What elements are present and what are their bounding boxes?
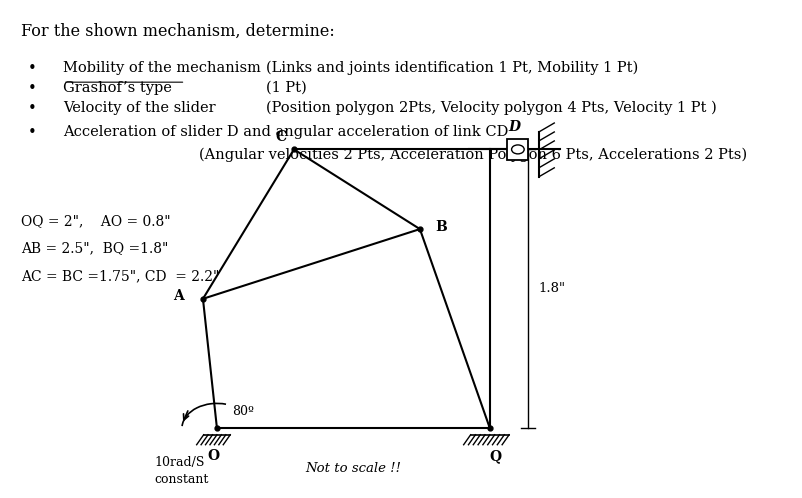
Text: 10rad/S: 10rad/S xyxy=(154,456,204,469)
Text: •: • xyxy=(28,61,37,76)
Text: •: • xyxy=(28,81,37,96)
Text: OQ = 2",    AO = 0.8": OQ = 2", AO = 0.8" xyxy=(21,214,170,228)
Text: •: • xyxy=(28,101,37,116)
Bar xyxy=(507,139,528,160)
Text: Grashof’s type: Grashof’s type xyxy=(63,81,172,95)
Text: •: • xyxy=(28,125,37,140)
Circle shape xyxy=(511,145,524,154)
Text: D: D xyxy=(508,120,520,134)
Text: (1 Pt): (1 Pt) xyxy=(265,81,306,95)
Text: (Angular velocities 2 Pts, Acceleration Polygon 6 Pts, Accelerations 2 Pts): (Angular velocities 2 Pts, Acceleration … xyxy=(199,148,747,162)
Text: AB = 2.5",  BQ =1.8": AB = 2.5", BQ =1.8" xyxy=(21,242,168,255)
Text: C: C xyxy=(275,130,286,144)
Text: 80º: 80º xyxy=(232,405,254,418)
Text: B: B xyxy=(435,220,446,234)
Text: Q: Q xyxy=(488,449,501,463)
Text: Not to scale !!: Not to scale !! xyxy=(305,462,401,475)
Text: Acceleration of slider D and angular acceleration of link CD: Acceleration of slider D and angular acc… xyxy=(63,125,508,139)
Text: A: A xyxy=(173,289,184,303)
Text: Velocity of the slider: Velocity of the slider xyxy=(63,101,216,115)
Text: (Links and joints identification 1 Pt, Mobility 1 Pt): (Links and joints identification 1 Pt, M… xyxy=(265,61,638,75)
Text: (Position polygon 2Pts, Velocity polygon 4 Pts, Velocity 1 Pt ): (Position polygon 2Pts, Velocity polygon… xyxy=(265,101,716,115)
Text: O: O xyxy=(207,449,219,463)
Text: AC = BC =1.75", CD  = 2.2": AC = BC =1.75", CD = 2.2" xyxy=(21,269,219,283)
Text: For the shown mechanism, determine:: For the shown mechanism, determine: xyxy=(21,22,334,39)
Text: Mobility of the mechanism: Mobility of the mechanism xyxy=(63,61,261,75)
Text: 1.8": 1.8" xyxy=(538,282,565,295)
Text: constant: constant xyxy=(154,473,208,486)
